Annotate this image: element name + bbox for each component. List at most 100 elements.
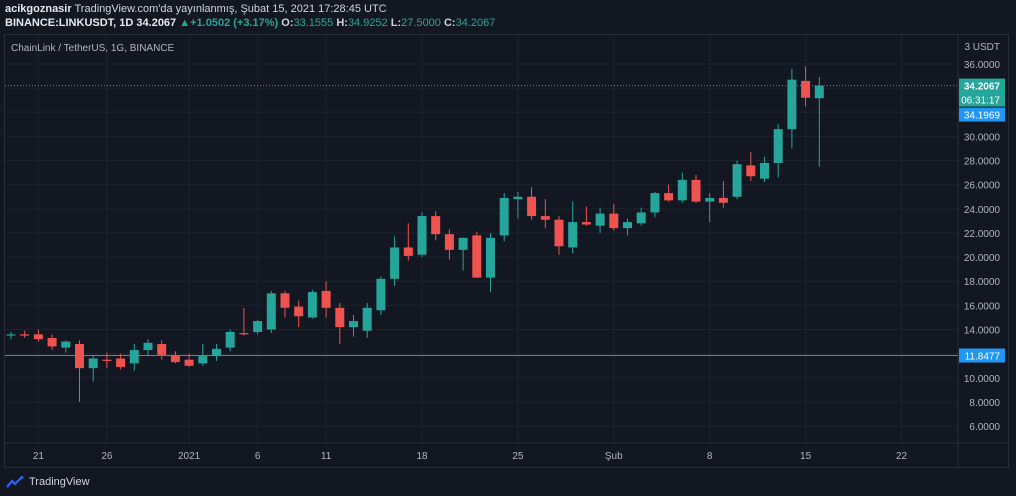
candle-body — [636, 212, 646, 224]
candle-body — [677, 179, 687, 201]
candle-body — [239, 333, 249, 335]
y-tick-label: 16.0000 — [964, 301, 1001, 312]
bid-price-label: 34.1969 — [964, 111, 1001, 122]
x-tick-label: 22 — [896, 451, 908, 462]
last-price: 34.2067 — [136, 17, 177, 29]
currency-label: 3 USDT — [964, 42, 1000, 53]
candle-body — [746, 165, 756, 177]
candle-body — [472, 235, 482, 278]
candle-body — [362, 307, 372, 331]
close-value: 34.2067 — [455, 17, 496, 29]
candle-body — [88, 358, 98, 369]
candle-body — [157, 344, 167, 355]
candle-body — [787, 79, 797, 130]
candle-body — [458, 237, 468, 250]
candle-body — [390, 247, 400, 279]
symbol-label: BINANCE:LINKUSDT, 1D — [5, 17, 134, 29]
candle-body — [540, 216, 550, 220]
y-tick-label: 18.0000 — [964, 277, 1001, 288]
price-change: +1.0502 (+3.17%) — [190, 17, 279, 29]
x-tick-label: 25 — [512, 451, 524, 462]
candle-body — [349, 321, 358, 328]
hline-price-label: 11.8477 — [965, 352, 1001, 363]
y-tick-label: 22.0000 — [964, 229, 1001, 240]
y-tick-label: 24.0000 — [964, 205, 1001, 216]
candlestick-chart[interactable]: 6.00008.000010.000012.000014.000016.0000… — [5, 35, 1008, 467]
high-value: 34.9252 — [347, 17, 388, 29]
candle-body — [294, 306, 304, 317]
candle-body — [431, 216, 441, 235]
candle-body — [650, 193, 660, 213]
y-tick-label: 20.0000 — [964, 253, 1001, 264]
header-quote-line: BINANCE:LINKUSDT, 1D 34.2067 ▲+1.0502 (+… — [5, 17, 495, 29]
x-tick-label: 8 — [707, 451, 713, 462]
candle-body — [61, 341, 71, 348]
candle-body — [691, 179, 701, 202]
chart-title: ChainLink / TetherUS, 1G, BINANCE — [11, 43, 175, 54]
high-label: H: — [336, 17, 348, 29]
tradingview-logo-icon — [6, 476, 24, 488]
last-price-tag — [959, 78, 1005, 107]
x-tick-label: 11 — [321, 451, 332, 462]
header-published-line: acikgoznasir TradingView.com'da yayınlan… — [5, 3, 387, 15]
candle-body — [554, 219, 564, 247]
y-tick-label: 8.0000 — [969, 398, 1000, 409]
candle-body — [705, 197, 715, 202]
x-tick-label: 18 — [416, 451, 428, 462]
x-tick-label: 21 — [33, 451, 45, 462]
x-tick-label: 26 — [101, 451, 113, 462]
candle-body — [814, 85, 824, 99]
y-tick-label: 10.0000 — [964, 374, 1001, 385]
candle-body — [321, 290, 331, 308]
candle-body — [623, 222, 632, 229]
candle-body — [266, 293, 276, 330]
chart-panel[interactable]: 6.00008.000010.000012.000014.000016.0000… — [4, 34, 1009, 468]
y-tick-label: 26.0000 — [964, 181, 1001, 192]
candle-body — [773, 129, 783, 163]
bid-price-tag — [959, 107, 1005, 122]
candle-body — [760, 162, 769, 179]
candle-body — [527, 196, 537, 217]
candle-body — [170, 354, 180, 363]
candle-body — [444, 234, 454, 250]
candle-body — [6, 334, 16, 336]
candle-body — [20, 334, 30, 336]
candle-body — [718, 197, 728, 203]
y-tick-label: 30.0000 — [964, 132, 1001, 143]
close-label: C: — [443, 17, 456, 29]
y-tick-label: 14.0000 — [964, 326, 1001, 337]
candle-body — [513, 196, 523, 200]
x-tick-label: 6 — [255, 451, 261, 462]
candle-body — [403, 247, 413, 256]
candle-body — [376, 278, 386, 311]
candle-body — [609, 213, 619, 229]
low-value: 27.5000 — [401, 17, 441, 29]
x-tick-label: Şub — [605, 451, 623, 462]
candle-body — [335, 307, 345, 328]
candle-body — [33, 334, 43, 340]
candle-body — [102, 359, 112, 361]
candle-body — [486, 237, 495, 278]
candle-body — [581, 222, 591, 225]
candle-body — [198, 356, 208, 364]
y-tick-label: 28.0000 — [964, 157, 1001, 168]
last-price-tag-label: 34.2067 — [964, 82, 1001, 93]
hline-price-tag — [959, 348, 1005, 363]
open-value: 33.1555 — [293, 17, 334, 29]
candle-body — [664, 193, 674, 201]
candle-body — [499, 197, 509, 236]
candle-body — [732, 164, 742, 197]
y-tick-label: 6.0000 — [969, 422, 1000, 433]
candle-body — [212, 348, 221, 357]
open-label: O: — [281, 17, 294, 29]
countdown-label: 06:31:17 — [961, 96, 1000, 107]
footer-brand: TradingView — [29, 476, 90, 488]
candle-body — [47, 337, 57, 347]
candle-body — [75, 344, 84, 369]
candle-body — [253, 321, 263, 332]
y-tick-label: 36.0000 — [964, 60, 1001, 71]
change-arrow-icon: ▲ — [179, 17, 191, 29]
candle-body — [129, 350, 139, 364]
candle-body — [568, 222, 578, 248]
candle-body — [417, 216, 427, 255]
